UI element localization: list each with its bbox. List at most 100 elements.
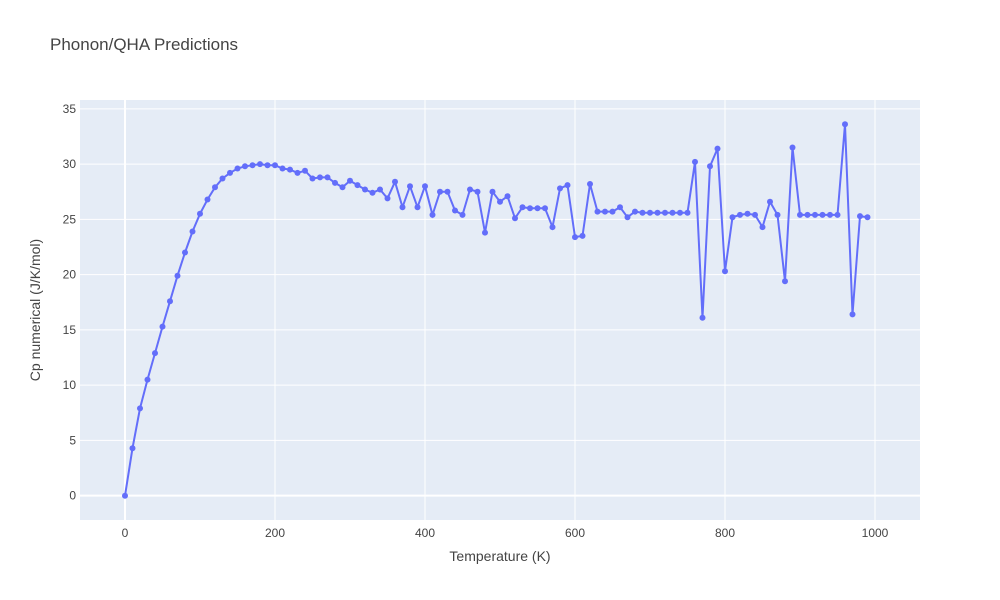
data-point (812, 211, 818, 218)
data-point (744, 210, 751, 217)
data-point (549, 224, 556, 231)
data-point (504, 193, 511, 200)
data-point (174, 272, 181, 279)
data-point (699, 314, 706, 321)
data-point (249, 162, 256, 169)
plot-area (80, 100, 920, 520)
data-point (257, 161, 263, 168)
grid-lines (80, 100, 920, 520)
data-point (842, 121, 848, 128)
data-point (399, 204, 406, 211)
data-point (827, 211, 833, 218)
data-point (857, 213, 863, 220)
data-point (392, 178, 398, 185)
data-point (482, 229, 488, 236)
data-point (647, 209, 653, 216)
y-tick-label: 35 (63, 102, 77, 116)
y-tick-label: 10 (63, 378, 77, 392)
data-point (287, 166, 293, 173)
x-tick-label: 400 (415, 526, 435, 540)
y-tick-label: 0 (69, 489, 76, 503)
data-point (384, 195, 391, 202)
data-point (602, 208, 608, 215)
data-point (459, 211, 466, 218)
data-point (144, 376, 151, 383)
data-point (474, 188, 481, 195)
y-axis-label: Cp numerical (J/K/mol) (27, 239, 43, 381)
x-axis-label: Temperature (K) (449, 548, 550, 564)
data-point (534, 205, 541, 212)
data-point (234, 165, 241, 172)
data-point (332, 179, 338, 186)
data-point (347, 177, 353, 184)
data-point (489, 188, 496, 195)
data-point (669, 209, 676, 216)
data-point (594, 208, 601, 215)
data-point (182, 249, 188, 256)
data-point (632, 208, 638, 215)
x-tick-label: 1000 (862, 526, 889, 540)
data-point (324, 174, 331, 181)
data-point (152, 350, 158, 357)
data-point (227, 169, 233, 176)
data-point (572, 234, 578, 241)
data-point (722, 268, 728, 275)
data-point (444, 188, 451, 195)
data-point (527, 205, 533, 212)
data-point (159, 323, 166, 330)
data-point (662, 209, 668, 216)
data-point (354, 182, 361, 189)
data-point (737, 211, 743, 218)
data-point (279, 165, 286, 172)
data-point (557, 185, 563, 192)
data-point (197, 210, 203, 217)
data-point (834, 211, 841, 218)
series-line (124, 124, 868, 496)
y-tick-label: 20 (63, 268, 77, 282)
y-tick-label: 5 (69, 433, 76, 447)
data-point (542, 205, 548, 212)
data-point (782, 278, 788, 285)
chart-title: Phonon/QHA Predictions (50, 35, 238, 54)
x-tick-label: 200 (265, 526, 285, 540)
data-point (189, 228, 196, 235)
data-point (122, 492, 128, 499)
data-point (309, 175, 316, 182)
data-point (864, 214, 871, 221)
data-point (797, 211, 803, 218)
y-tick-label: 25 (63, 212, 77, 226)
data-point (129, 445, 136, 452)
data-point (212, 184, 218, 191)
data-point (302, 167, 308, 174)
data-points (122, 121, 871, 499)
data-point (752, 211, 758, 218)
data-point (317, 174, 323, 181)
data-point (519, 204, 526, 211)
data-point (377, 186, 383, 193)
data-point (467, 186, 473, 193)
data-point (819, 211, 826, 218)
y-tick-label: 30 (63, 157, 77, 171)
data-point (564, 182, 571, 189)
data-point (587, 181, 593, 187)
data-point (767, 198, 773, 205)
data-point (849, 311, 856, 318)
data-point (624, 214, 631, 221)
data-point (242, 163, 248, 170)
data-point (264, 162, 271, 169)
data-point (429, 211, 436, 218)
y-tick-label: 15 (63, 323, 77, 337)
data-point (729, 214, 736, 221)
data-point (137, 405, 143, 412)
data-point (774, 211, 781, 218)
x-tick-label: 800 (715, 526, 735, 540)
data-point (714, 145, 721, 152)
data-point (677, 209, 683, 216)
data-point (369, 189, 376, 196)
data-point (452, 207, 458, 214)
data-point (437, 188, 443, 195)
data-point (414, 204, 421, 211)
data-point (609, 208, 616, 215)
data-point (422, 183, 428, 190)
